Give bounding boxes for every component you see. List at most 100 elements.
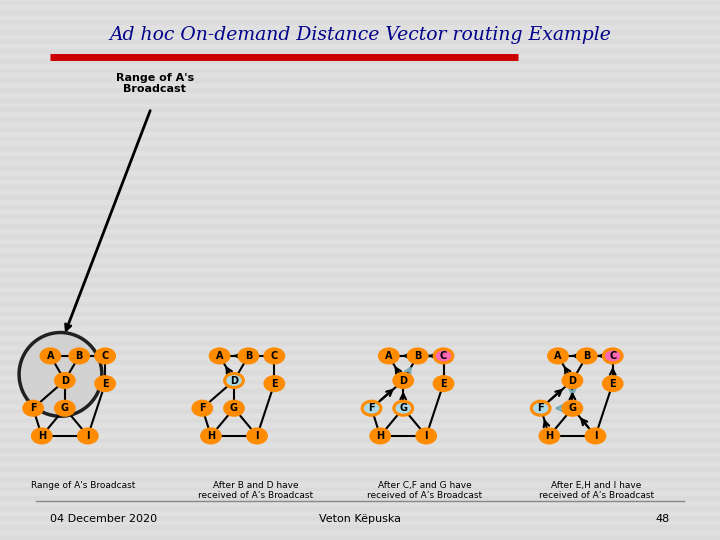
Bar bbox=[0, 69, 720, 73]
Text: Ad hoc On-demand Distance Vector routing Example: Ad hoc On-demand Distance Vector routing… bbox=[109, 26, 611, 44]
Bar bbox=[0, 137, 720, 141]
Text: H: H bbox=[376, 431, 384, 441]
Bar bbox=[0, 292, 720, 297]
Text: C: C bbox=[271, 351, 278, 361]
Bar bbox=[0, 156, 720, 161]
Text: A: A bbox=[385, 351, 392, 361]
Text: G: G bbox=[568, 403, 577, 413]
Text: C: C bbox=[440, 351, 447, 361]
Circle shape bbox=[434, 349, 453, 363]
Circle shape bbox=[210, 349, 229, 363]
Text: After C,F and G have
received of A’s Broadcast: After C,F and G have received of A’s Bro… bbox=[367, 481, 482, 500]
Bar bbox=[0, 127, 720, 132]
Bar bbox=[0, 506, 720, 511]
Circle shape bbox=[549, 349, 567, 363]
Bar bbox=[0, 389, 720, 394]
Bar bbox=[0, 418, 720, 423]
Bar bbox=[0, 350, 720, 355]
Text: H: H bbox=[545, 431, 554, 441]
Bar bbox=[0, 448, 720, 453]
Bar bbox=[0, 20, 720, 25]
Circle shape bbox=[41, 349, 60, 363]
Bar bbox=[0, 117, 720, 122]
Bar bbox=[0, 331, 720, 336]
Text: G: G bbox=[230, 403, 238, 413]
Bar bbox=[0, 166, 720, 171]
Bar bbox=[0, 224, 720, 229]
Circle shape bbox=[531, 401, 550, 415]
Bar bbox=[0, 59, 720, 64]
Text: A: A bbox=[216, 351, 223, 361]
Circle shape bbox=[78, 429, 97, 443]
Text: I: I bbox=[256, 431, 258, 441]
Text: G: G bbox=[60, 403, 69, 413]
Circle shape bbox=[225, 401, 243, 415]
Bar bbox=[0, 244, 720, 248]
Text: E: E bbox=[609, 379, 616, 389]
Text: I: I bbox=[425, 431, 428, 441]
Text: D: D bbox=[399, 375, 408, 386]
Bar bbox=[0, 263, 720, 268]
Circle shape bbox=[394, 374, 413, 388]
Bar bbox=[0, 516, 720, 521]
Circle shape bbox=[603, 376, 622, 390]
Bar bbox=[0, 205, 720, 210]
Bar bbox=[0, 176, 720, 180]
Text: A: A bbox=[554, 351, 562, 361]
Bar bbox=[0, 457, 720, 462]
Text: E: E bbox=[271, 379, 278, 389]
Bar bbox=[0, 234, 720, 239]
Circle shape bbox=[248, 429, 266, 443]
Text: F: F bbox=[537, 403, 544, 413]
Circle shape bbox=[202, 429, 220, 443]
Text: D: D bbox=[60, 375, 69, 386]
Bar bbox=[0, 78, 720, 83]
Circle shape bbox=[362, 401, 381, 415]
Text: B: B bbox=[583, 351, 590, 361]
Bar bbox=[0, 1, 720, 5]
Bar bbox=[0, 438, 720, 443]
Circle shape bbox=[96, 349, 114, 363]
Text: I: I bbox=[86, 431, 89, 441]
Circle shape bbox=[193, 401, 212, 415]
Text: After E,H and I have
received of A’s Broadcast: After E,H and I have received of A’s Bro… bbox=[539, 481, 654, 500]
Circle shape bbox=[563, 374, 582, 388]
Bar bbox=[0, 312, 720, 316]
Text: After B and D have
received of A’s Broadcast: After B and D have received of A’s Broad… bbox=[198, 481, 313, 500]
Ellipse shape bbox=[19, 333, 102, 416]
Circle shape bbox=[563, 401, 582, 415]
Circle shape bbox=[417, 429, 436, 443]
Bar bbox=[0, 30, 720, 35]
Bar bbox=[0, 214, 720, 219]
Text: Veton Këpuska: Veton Këpuska bbox=[319, 515, 401, 524]
Bar bbox=[0, 39, 720, 44]
Text: F: F bbox=[30, 403, 37, 413]
Bar bbox=[0, 185, 720, 190]
Circle shape bbox=[32, 429, 51, 443]
Text: E: E bbox=[440, 379, 447, 389]
Bar bbox=[0, 273, 720, 278]
Bar bbox=[0, 380, 720, 384]
Circle shape bbox=[265, 349, 284, 363]
Circle shape bbox=[265, 376, 284, 390]
Text: G: G bbox=[399, 403, 408, 413]
Bar bbox=[0, 146, 720, 151]
Bar bbox=[0, 370, 720, 375]
Bar bbox=[0, 477, 720, 482]
Circle shape bbox=[394, 401, 413, 415]
Bar bbox=[0, 535, 720, 540]
Bar bbox=[0, 98, 720, 103]
Text: 48: 48 bbox=[655, 515, 670, 524]
Bar bbox=[0, 88, 720, 93]
Text: F: F bbox=[199, 403, 206, 413]
Text: E: E bbox=[102, 379, 109, 389]
Bar bbox=[0, 399, 720, 404]
Circle shape bbox=[55, 374, 74, 388]
Bar bbox=[0, 341, 720, 346]
Text: H: H bbox=[37, 431, 46, 441]
Bar bbox=[0, 496, 720, 501]
Bar bbox=[0, 195, 720, 200]
Text: Range of A's
Broadcast: Range of A's Broadcast bbox=[116, 73, 194, 94]
Circle shape bbox=[434, 376, 453, 390]
Text: B: B bbox=[245, 351, 252, 361]
